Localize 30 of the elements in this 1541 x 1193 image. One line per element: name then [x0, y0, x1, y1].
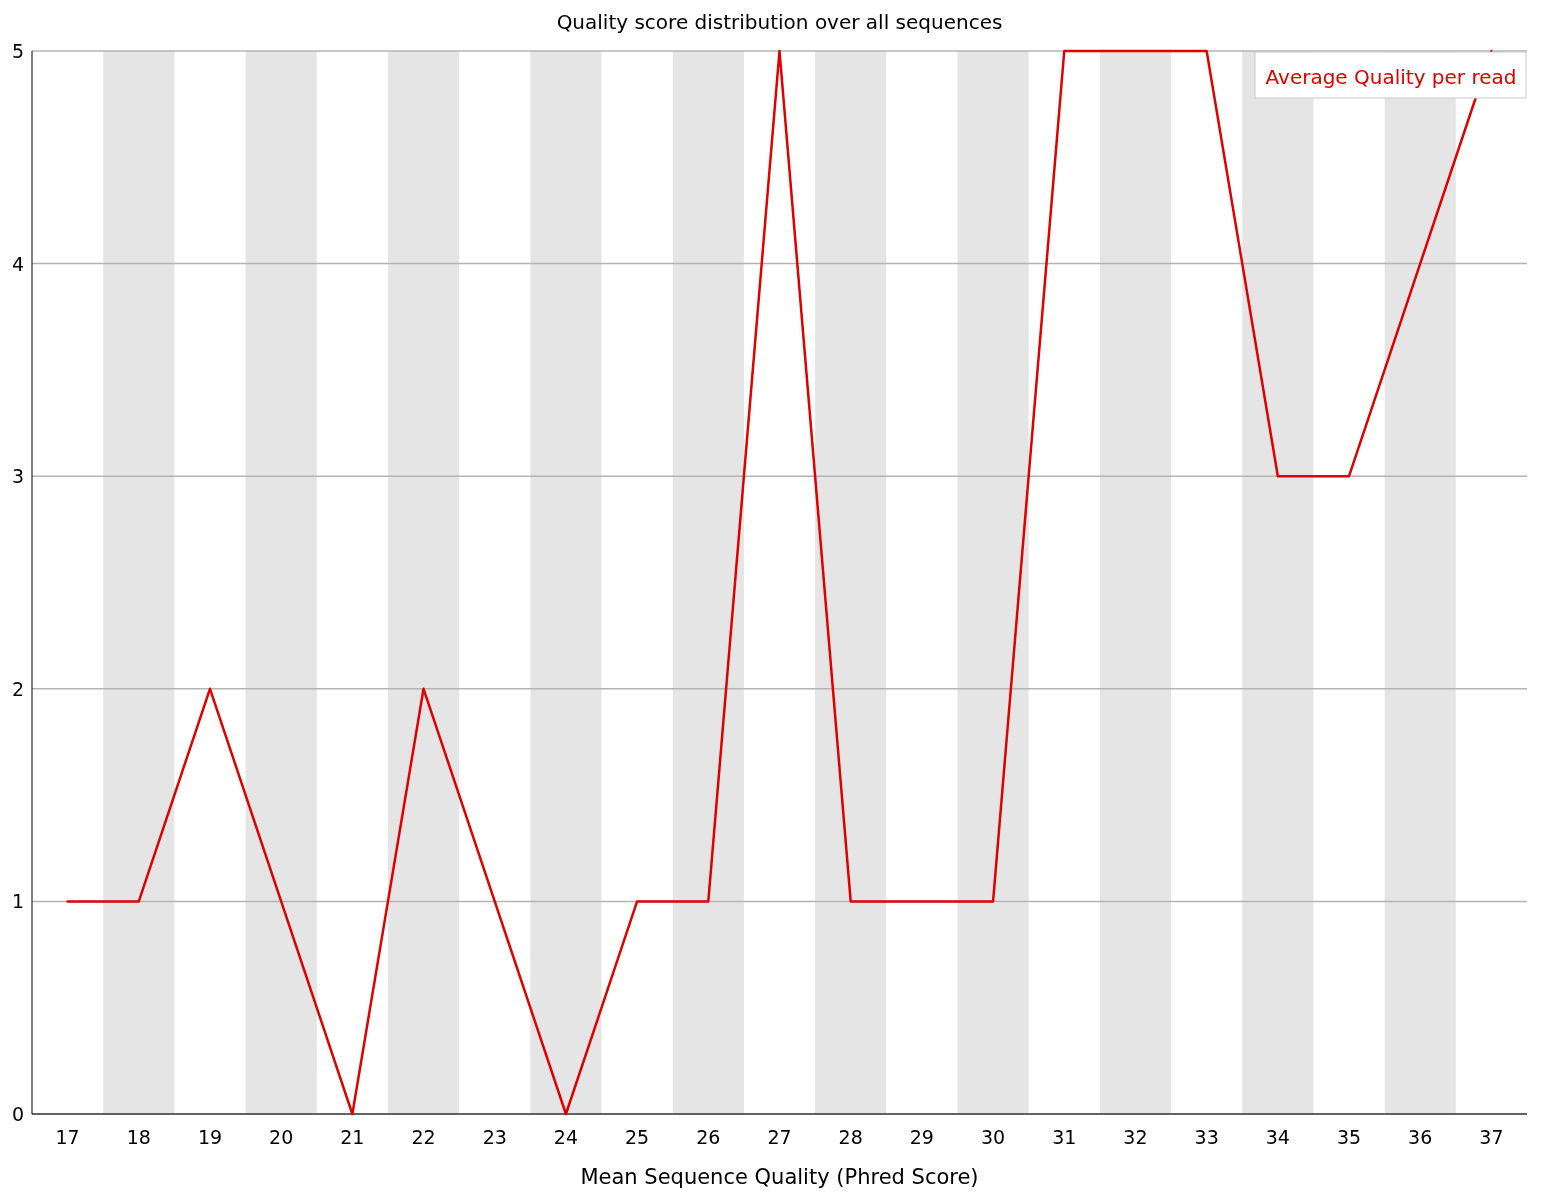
x-tick-label: 17 [55, 1126, 80, 1148]
x-tick-label: 28 [838, 1126, 863, 1148]
y-tick-label: 0 [11, 1103, 24, 1125]
x-tick-label: 35 [1336, 1126, 1362, 1148]
x-tick-label: 24 [553, 1126, 579, 1148]
x-tick-label: 21 [340, 1126, 365, 1148]
x-axis-title: Mean Sequence Quality (Phred Score) [580, 1165, 979, 1189]
x-tick-label: 19 [197, 1126, 223, 1148]
x-tick-label: 32 [1123, 1126, 1148, 1148]
x-tick-label: 26 [696, 1126, 721, 1148]
chart-title: Quality score distribution over all sequences [556, 10, 1003, 34]
y-tick-label: 1 [11, 890, 24, 913]
y-tick-label: 3 [11, 465, 24, 488]
x-tick-label: 29 [909, 1126, 934, 1148]
x-tick-label: 22 [411, 1126, 436, 1148]
x-tick-label: 25 [625, 1126, 650, 1148]
y-tick-label: 4 [11, 252, 24, 275]
series-label: Average Quality per read [1265, 65, 1517, 89]
x-tick-label: 30 [980, 1126, 1006, 1148]
y-tick-label: 5 [11, 40, 24, 62]
x-tick-label: 27 [767, 1126, 792, 1148]
x-tick-label: 33 [1194, 1126, 1219, 1148]
x-tick-label: 31 [1052, 1126, 1077, 1148]
y-tick-label: 2 [11, 677, 24, 700]
x-tick-label: 23 [482, 1126, 507, 1148]
x-tick-label: 18 [126, 1126, 151, 1148]
x-tick-label: 36 [1408, 1126, 1433, 1148]
x-tick-label: 20 [269, 1126, 294, 1148]
x-tick-label: 34 [1265, 1126, 1290, 1148]
x-tick-label: 37 [1479, 1126, 1504, 1148]
